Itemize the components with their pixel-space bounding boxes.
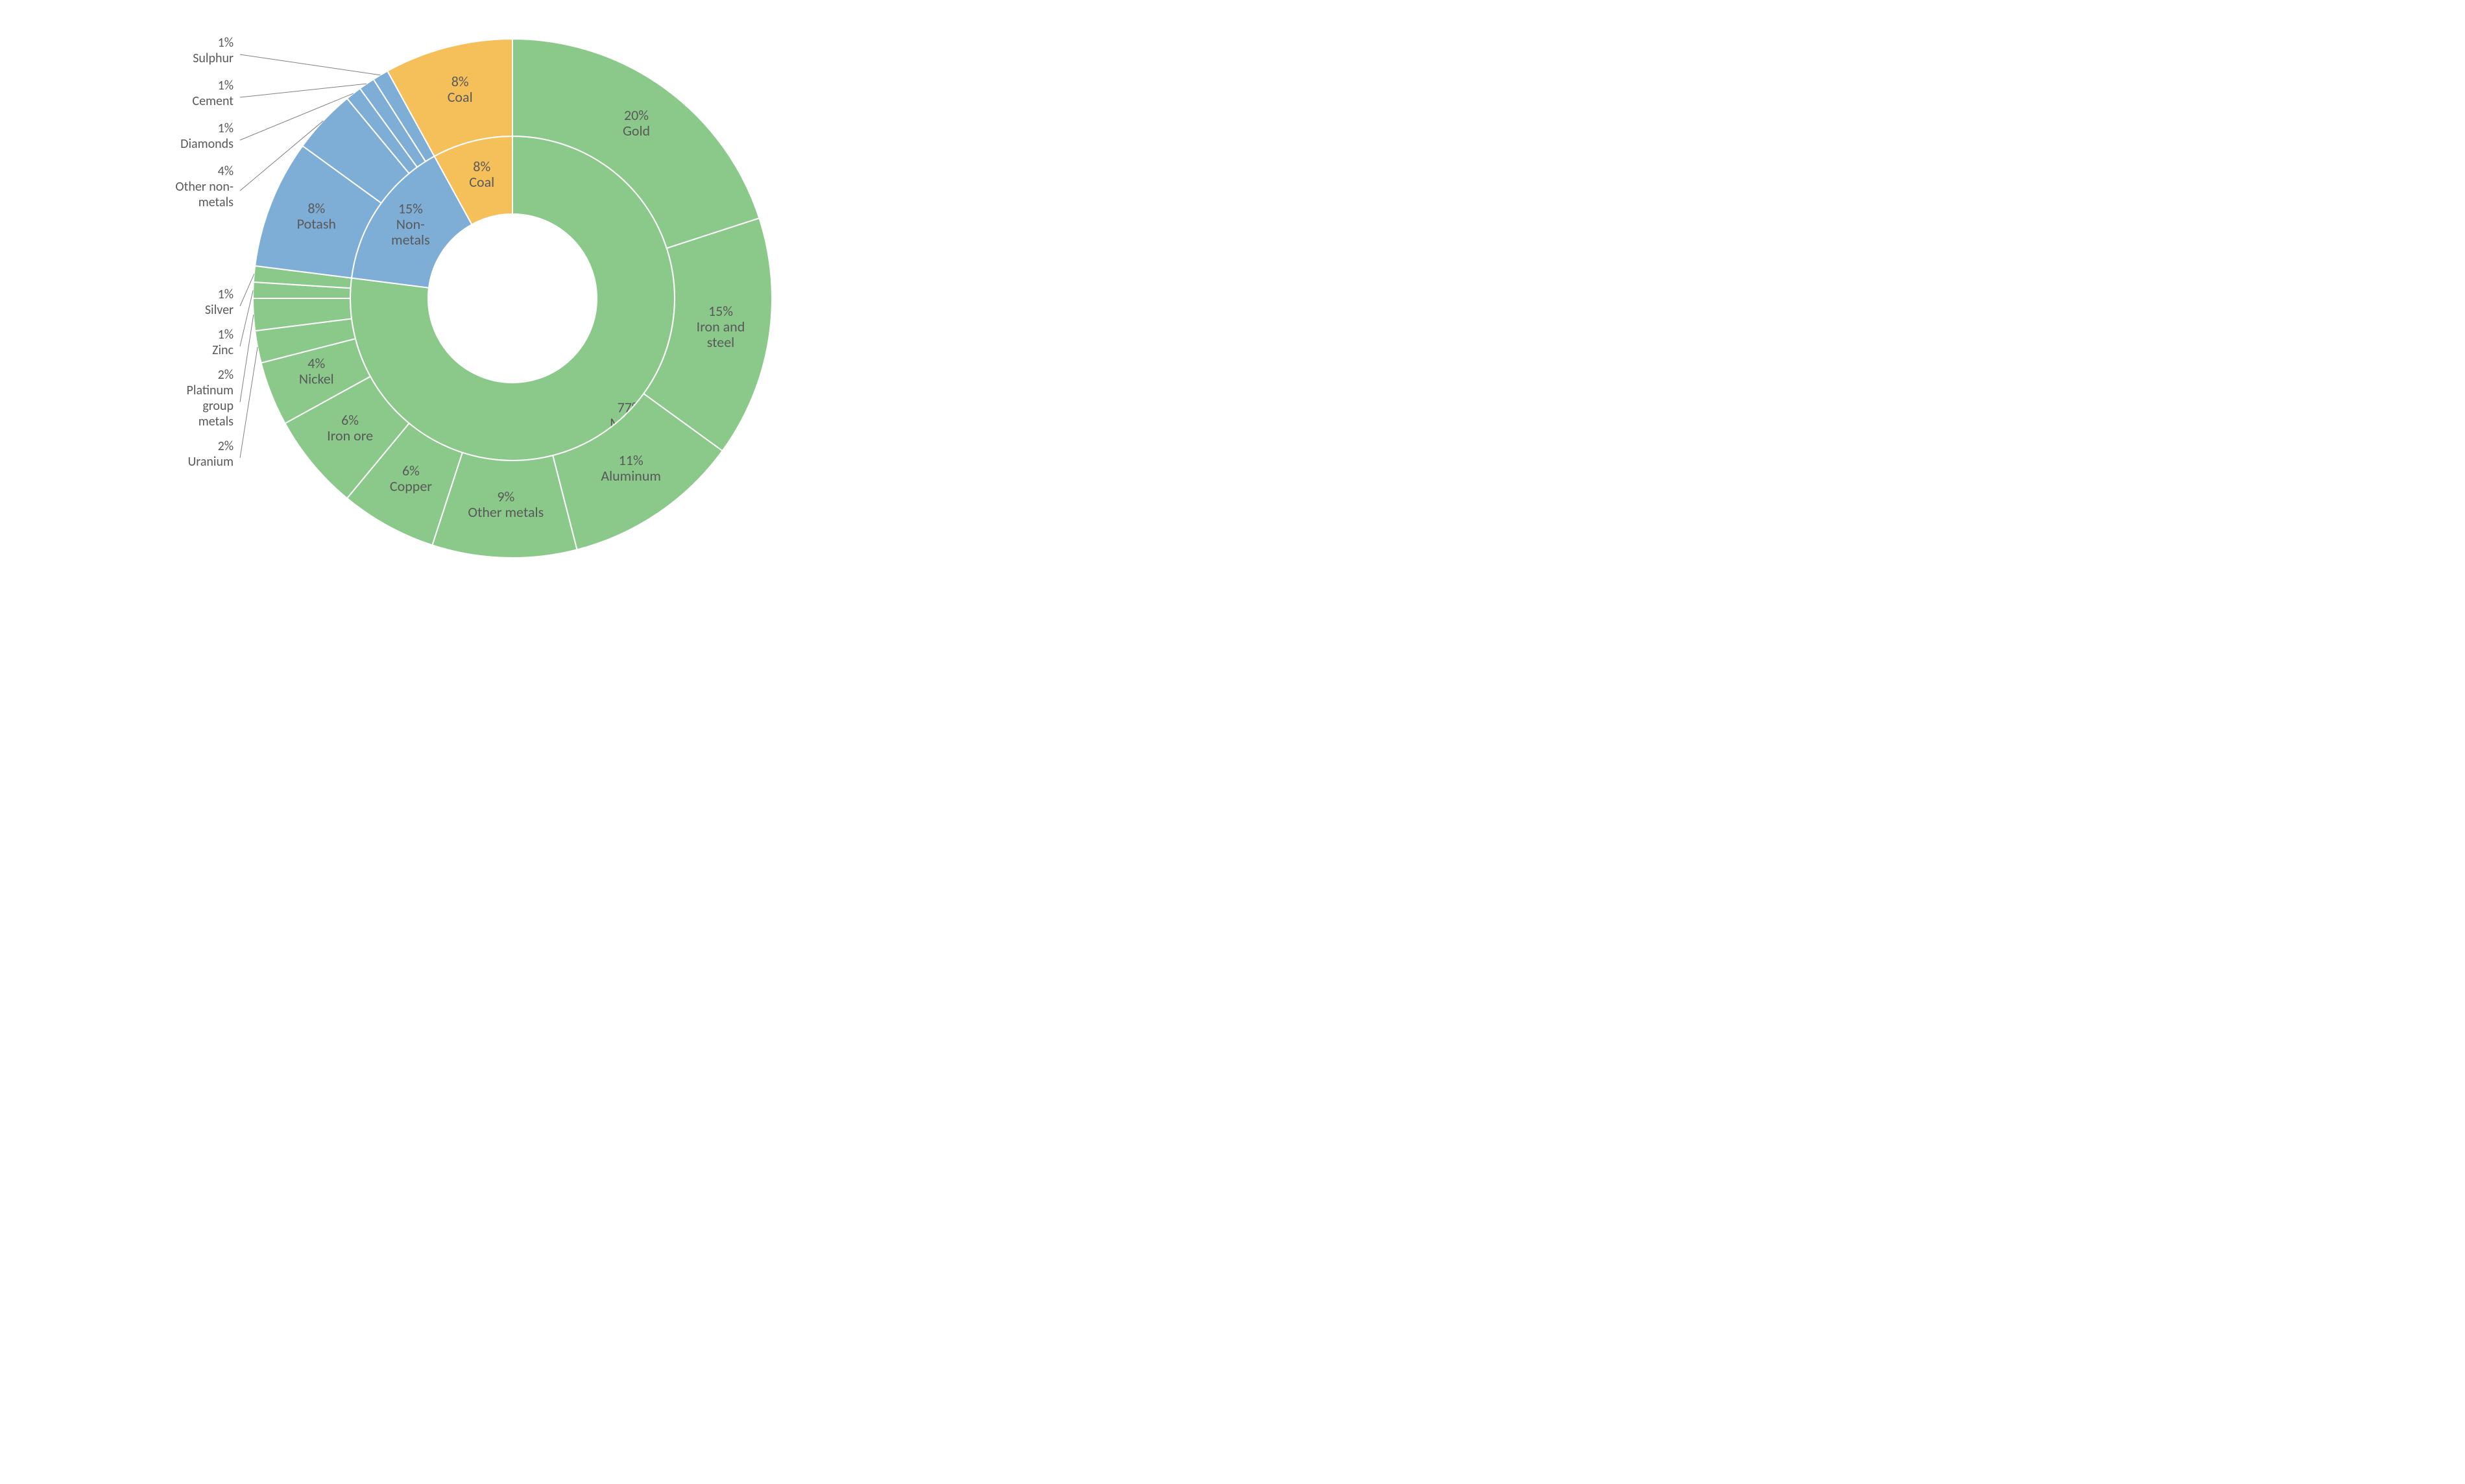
svg-text:20%Gold: 20%Gold — [623, 106, 650, 139]
leader-line — [240, 347, 258, 458]
leader-line — [240, 290, 253, 346]
leader-line — [240, 54, 380, 75]
leader-line — [240, 274, 254, 306]
svg-text:1%Silver: 1%Silver — [205, 287, 234, 318]
svg-text:2%Platinumgroupmetals: 2%Platinumgroupmetals — [187, 367, 234, 429]
chart-svg: 77%Metals15%Non-metals8%Coal20%Gold15%Ir… — [13, 13, 902, 558]
svg-text:4%Other non-metals: 4%Other non-metals — [175, 163, 234, 210]
svg-text:2%Uranium: 2%Uranium — [187, 438, 234, 470]
leader-line — [240, 315, 254, 402]
svg-text:1%Diamonds: 1%Diamonds — [180, 121, 234, 152]
leader-line — [240, 84, 367, 97]
svg-text:1%Zinc: 1%Zinc — [212, 327, 234, 358]
sunburst-chart: 77%Metals15%Non-metals8%Coal20%Gold15%Ir… — [13, 13, 902, 558]
svg-text:1%Cement: 1%Cement — [192, 78, 234, 109]
svg-text:1%Sulphur: 1%Sulphur — [193, 35, 234, 66]
